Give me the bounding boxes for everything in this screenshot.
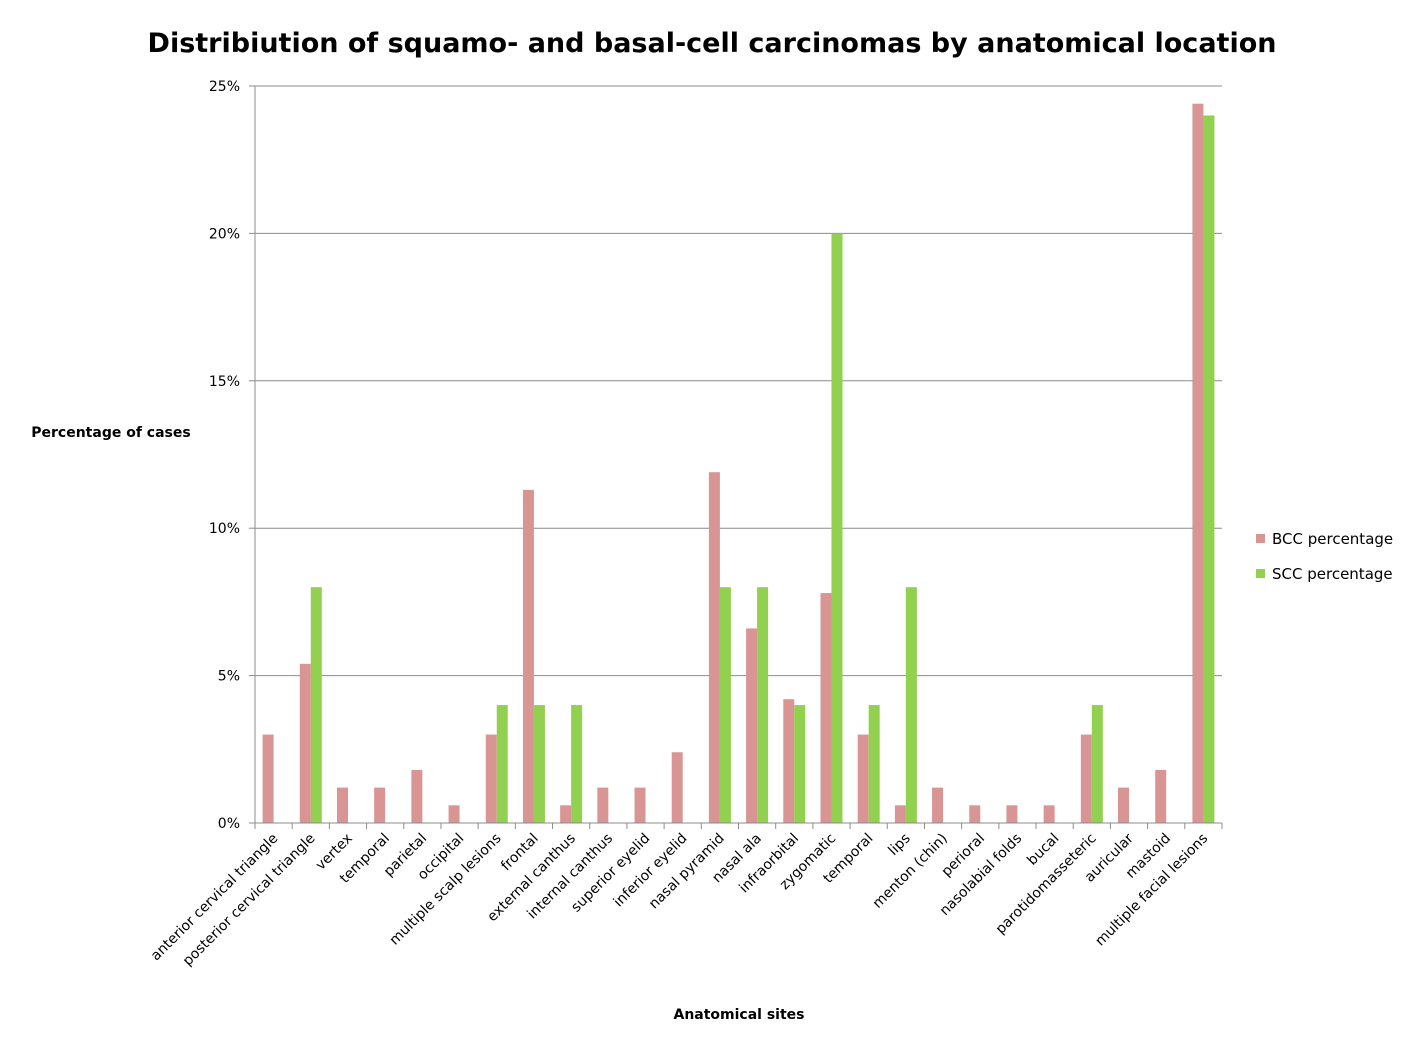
bar-bcc bbox=[857, 734, 869, 823]
bar-bcc bbox=[522, 489, 534, 823]
bar-scc bbox=[868, 705, 880, 823]
bar-bcc bbox=[1006, 805, 1018, 823]
bar-bcc bbox=[671, 752, 683, 823]
bars bbox=[262, 103, 1215, 824]
y-tick-label: 10% bbox=[209, 521, 240, 537]
bar-scc bbox=[719, 587, 731, 823]
bar-bcc bbox=[894, 805, 906, 823]
bar-bcc bbox=[820, 593, 832, 823]
bar-bcc bbox=[262, 734, 274, 823]
bar-bcc bbox=[411, 769, 423, 823]
bar-bcc bbox=[708, 472, 720, 823]
y-tick-label: 15% bbox=[209, 374, 240, 390]
legend-label: SCC percentage bbox=[1272, 565, 1393, 583]
y-tick-label: 25% bbox=[209, 79, 240, 95]
bar-bcc bbox=[336, 787, 348, 823]
legend-swatch bbox=[1256, 534, 1265, 543]
legend-label: BCC percentage bbox=[1272, 530, 1393, 548]
bar-bcc bbox=[299, 663, 311, 823]
bar-bcc bbox=[374, 787, 386, 823]
x-axis-title: Anatomical sites bbox=[673, 1007, 804, 1023]
bar-bcc bbox=[783, 699, 795, 823]
bar-bcc bbox=[1080, 734, 1092, 823]
grid-lines bbox=[249, 85, 1222, 824]
bar-bcc bbox=[1043, 805, 1055, 823]
chart-title: Distribiution of squamo- and basal-cell … bbox=[148, 28, 1277, 59]
bar-scc bbox=[1091, 705, 1103, 823]
y-tick-labels: 0% 5% 10% 15% 20% 25% bbox=[209, 79, 240, 832]
bar-scc bbox=[310, 587, 322, 823]
y-tick-label: 5% bbox=[218, 669, 240, 685]
bar-scc bbox=[831, 233, 843, 823]
bar-scc bbox=[794, 705, 806, 823]
bar-scc bbox=[905, 587, 917, 823]
bar-bcc bbox=[1155, 769, 1167, 823]
bar-bcc bbox=[969, 805, 981, 823]
bar-scc bbox=[757, 587, 769, 823]
y-tick-label: 20% bbox=[209, 226, 240, 242]
bar-scc bbox=[571, 705, 583, 823]
bar-bcc bbox=[1118, 787, 1130, 823]
bar-scc bbox=[496, 705, 508, 823]
x-category-label: lips bbox=[885, 831, 913, 859]
legend-swatch bbox=[1256, 569, 1265, 578]
axes bbox=[254, 86, 1223, 829]
y-axis-title: Percentage of cases bbox=[31, 425, 190, 441]
bar-bcc bbox=[1192, 103, 1204, 824]
bar-bcc bbox=[746, 628, 758, 823]
bar-bcc bbox=[634, 787, 646, 823]
y-tick-label: 0% bbox=[218, 816, 240, 832]
bar-bcc bbox=[932, 787, 944, 823]
bar-scc bbox=[533, 705, 545, 823]
legend: BCC percentage SCC percentage bbox=[1256, 530, 1393, 583]
bar-scc bbox=[1203, 115, 1215, 824]
bar-bcc bbox=[448, 805, 460, 823]
bar-bcc bbox=[485, 734, 497, 823]
bar-bcc bbox=[560, 805, 572, 823]
bar-bcc bbox=[597, 787, 609, 823]
